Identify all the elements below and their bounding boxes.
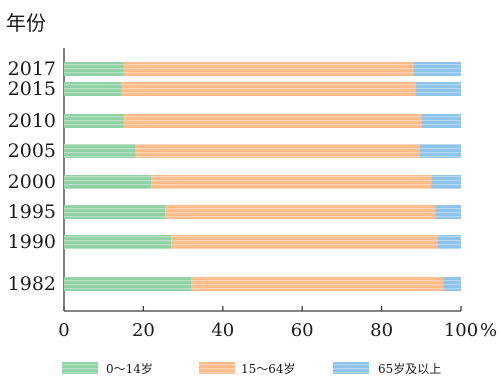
bar-age-15-64 xyxy=(135,144,420,158)
bar-age-0-14 xyxy=(64,114,124,128)
legend-swatch xyxy=(333,362,369,374)
bar-age-0-14 xyxy=(64,144,136,158)
bar-age-0-14 xyxy=(64,82,122,96)
bar-age-0-14 xyxy=(64,175,152,189)
bar-age-15-64 xyxy=(121,82,416,96)
y-axis-title: 年份 xyxy=(6,11,46,35)
x-tick-label: 80 xyxy=(370,320,393,341)
x-tick-label: 100 xyxy=(444,320,478,341)
bar-age-15-64 xyxy=(191,277,444,291)
legend-swatch xyxy=(62,362,98,374)
bar-age-65-plus xyxy=(437,235,461,249)
bar-age-0-14 xyxy=(64,62,124,76)
legend-label: 65岁及以上 xyxy=(378,361,441,376)
bar-age-0-14 xyxy=(64,235,172,249)
legend-label: 0～14岁 xyxy=(106,361,153,376)
bar-age-65-plus xyxy=(435,205,461,219)
bar-age-65-plus xyxy=(413,62,461,76)
x-tick-label: 40 xyxy=(211,320,234,341)
x-unit-label: % xyxy=(480,320,497,341)
legend-swatch xyxy=(199,362,235,374)
bar-age-65-plus xyxy=(431,175,461,189)
y-tick-label: 2015 xyxy=(8,78,56,100)
x-tick-label: 20 xyxy=(132,320,155,341)
y-tick-label: 1990 xyxy=(8,231,56,253)
x-tick-label: 60 xyxy=(291,320,314,341)
legend-label: 15～64岁 xyxy=(241,361,296,376)
y-tick-label: 2000 xyxy=(8,171,56,193)
y-tick-label: 2005 xyxy=(8,140,56,162)
bar-age-65-plus xyxy=(419,144,461,158)
bar-age-15-64 xyxy=(151,175,432,189)
bar-age-65-plus xyxy=(421,114,461,128)
bar-age-15-64 xyxy=(123,114,422,128)
bar-age-65-plus xyxy=(415,82,461,96)
bar-age-0-14 xyxy=(64,205,166,219)
x-tick-label: 0 xyxy=(58,320,69,341)
bar-age-65-plus xyxy=(443,277,461,291)
y-tick-label: 1982 xyxy=(8,273,56,295)
bar-age-0-14 xyxy=(64,277,192,291)
bar-age-15-64 xyxy=(123,62,414,76)
y-tick-label: 2017 xyxy=(8,58,56,80)
bar-age-15-64 xyxy=(171,235,438,249)
y-tick-label: 2010 xyxy=(8,110,56,132)
y-tick-label: 1995 xyxy=(8,201,56,223)
bar-age-15-64 xyxy=(165,205,436,219)
